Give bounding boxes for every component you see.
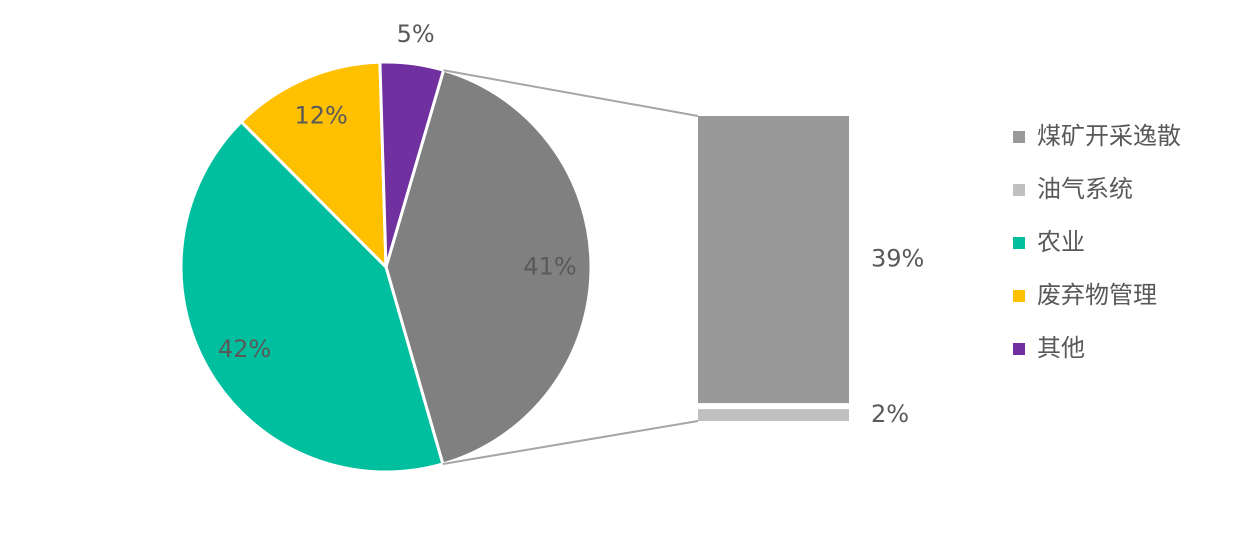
data-label: 2% — [871, 400, 909, 428]
data-label: 41% — [523, 252, 576, 280]
legend-label: 其他 — [1037, 334, 1085, 362]
bar-segment — [698, 409, 849, 421]
data-label: 39% — [871, 245, 924, 273]
data-label: 12% — [294, 101, 347, 129]
legend-label: 农业 — [1037, 228, 1085, 256]
connector — [443, 69, 699, 117]
legend-label: 油气系统 — [1037, 175, 1133, 203]
pie-slice — [384, 68, 593, 466]
legend-swatch — [1013, 184, 1025, 196]
legend-label: 煤矿开采逸散 — [1037, 122, 1181, 150]
legend-swatch — [1013, 343, 1025, 355]
pie-slice — [179, 119, 445, 474]
pie-slice — [239, 60, 388, 271]
bar-segment — [698, 116, 849, 404]
data-label: 42% — [218, 335, 271, 363]
pie-slice — [378, 60, 446, 268]
data-label: 5% — [397, 20, 435, 48]
legend-label: 废弃物管理 — [1037, 281, 1157, 309]
legend-swatch — [1013, 131, 1025, 143]
legend-swatch — [1013, 237, 1025, 249]
connector — [442, 420, 699, 465]
legend-swatch — [1013, 290, 1025, 302]
